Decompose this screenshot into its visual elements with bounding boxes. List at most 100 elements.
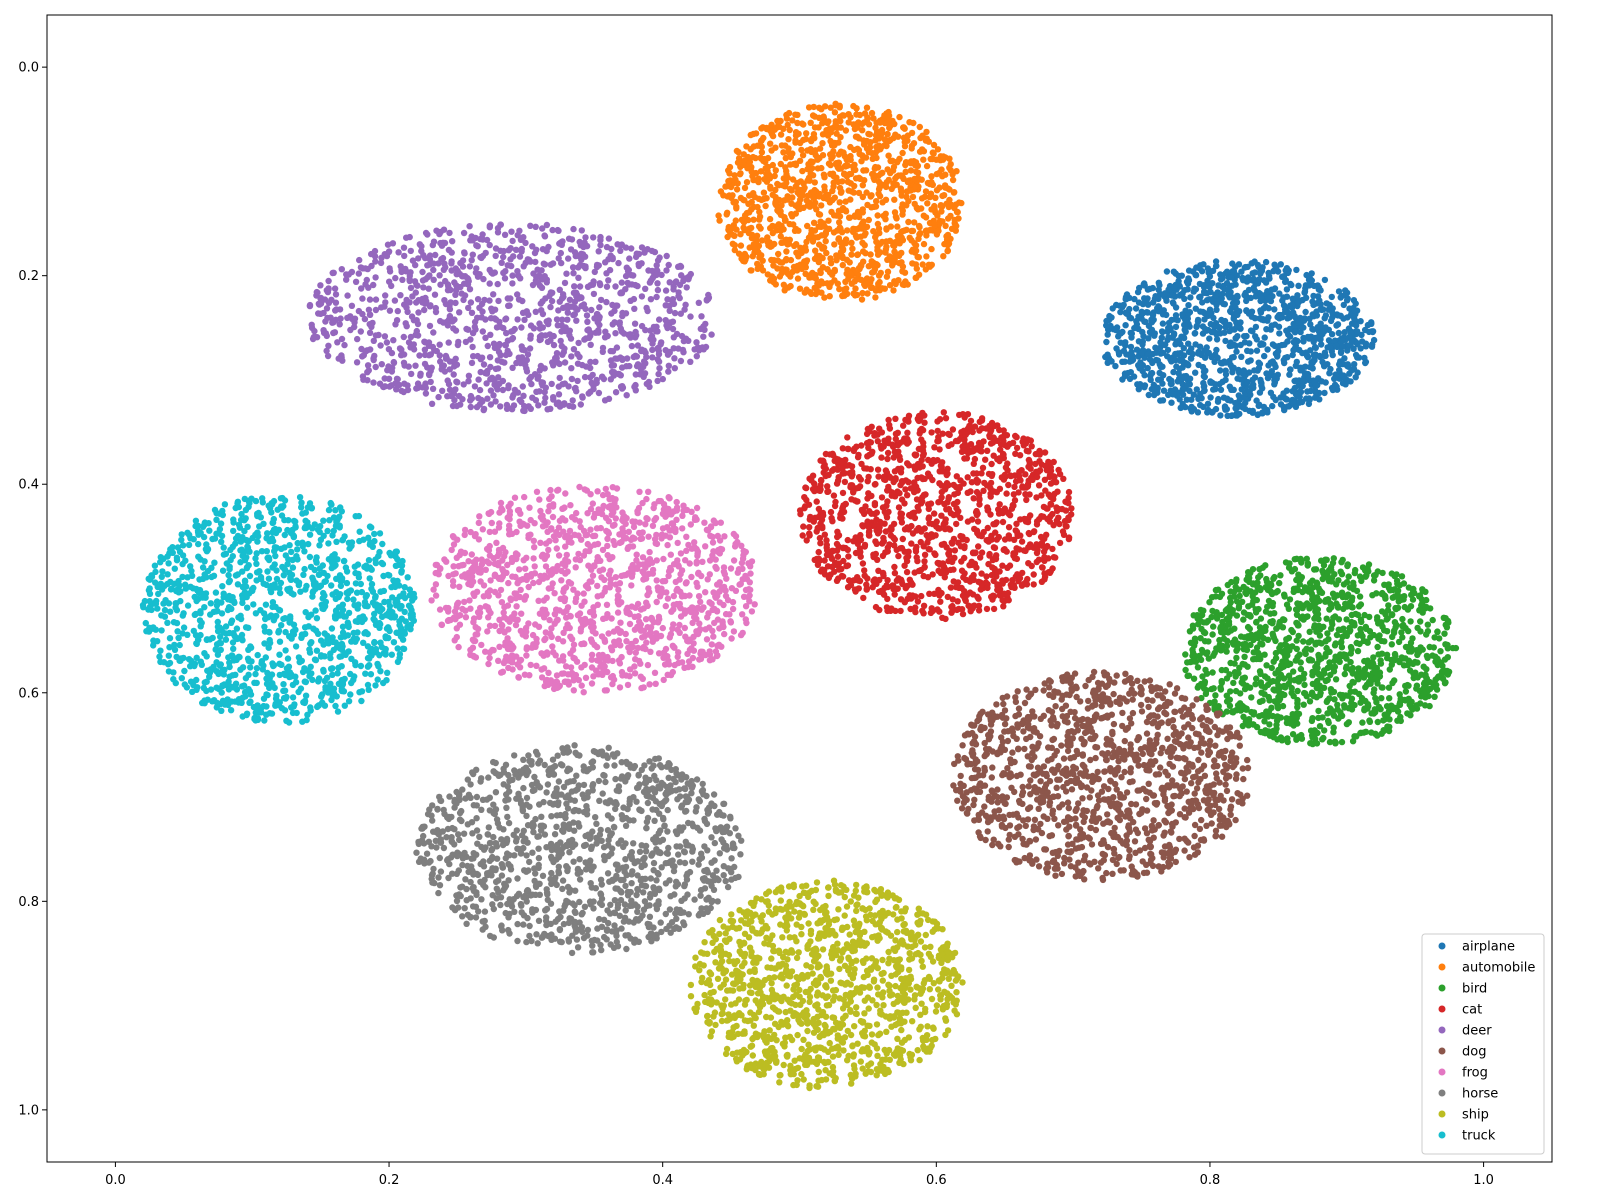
point-cat [912,604,919,611]
point-airplane [1314,324,1322,331]
point-airplane [1121,358,1129,365]
point-automobile [891,196,898,203]
point-airplane [1121,372,1129,380]
point-airplane [1179,391,1187,398]
point-airplane [1299,382,1306,390]
point-airplane [1186,375,1194,382]
point-automobile [760,157,767,164]
point-cat [890,582,897,590]
point-cat [990,605,998,613]
point-automobile [811,255,819,262]
point-cat [904,492,911,499]
point-bird [1434,655,1441,662]
point-bird [1423,631,1430,638]
point-automobile [741,184,749,192]
point-bird [1284,738,1291,746]
point-automobile [938,208,945,215]
point-cat [811,480,818,487]
point-cat [976,418,983,425]
point-automobile [768,256,775,264]
point-airplane [1163,311,1170,319]
point-automobile [862,154,870,161]
point-cat [884,487,891,494]
point-cat [936,480,943,487]
point-bird [1418,646,1426,653]
point-bird [1309,715,1316,722]
point-bird [1442,679,1449,686]
point-automobile [905,197,912,205]
point-bird [1402,624,1409,632]
point-airplane [1192,286,1200,293]
point-airplane [1342,287,1349,294]
point-automobile [725,177,732,185]
point-cat [991,544,999,552]
point-airplane [1245,286,1253,294]
point-airplane [1280,273,1288,280]
point-automobile [858,296,866,303]
point-bird [1256,668,1264,675]
point-airplane [1181,326,1188,333]
point-bird [1217,686,1225,693]
point-airplane [1185,302,1192,309]
point-bird [1360,729,1368,736]
point-automobile [732,176,739,183]
point-bird [1347,643,1355,651]
point-bird [1402,655,1409,662]
point-automobile [750,190,757,197]
point-airplane [1131,324,1138,332]
point-deer [341,341,348,349]
point-bird [1250,721,1257,728]
point-bird [1195,621,1202,628]
point-cat [871,500,879,507]
point-cat [1023,447,1030,454]
point-automobile [862,250,869,257]
point-bird [1349,670,1357,677]
point-bird [1195,682,1202,690]
point-airplane [1261,277,1268,284]
point-airplane [1243,297,1250,305]
point-airplane [1139,300,1147,308]
point-airplane [1291,346,1298,353]
point-cat [975,602,983,609]
point-bird [1407,639,1415,646]
point-cat [945,430,952,438]
point-cat [919,494,926,501]
point-airplane [1245,358,1252,365]
point-cat [938,494,945,501]
point-bird [1331,571,1338,578]
point-bird [1326,659,1333,666]
point-airplane [1249,376,1256,384]
point-cat [949,558,956,565]
point-cat [998,474,1005,481]
point-cat [925,456,932,464]
point-cat [815,548,822,556]
point-automobile [923,253,930,260]
point-cat [866,428,873,435]
point-cat [823,537,830,544]
point-automobile [748,168,755,175]
series-automobile [715,100,965,303]
point-automobile [898,188,905,195]
point-airplane [1188,396,1195,403]
point-deer [446,229,453,237]
point-automobile [893,181,900,188]
point-deer [655,358,663,365]
point-automobile [750,143,757,150]
point-automobile [892,213,900,220]
point-automobile [839,245,847,253]
point-bird [1353,639,1360,647]
point-airplane [1307,321,1314,328]
point-automobile [940,253,947,260]
point-airplane [1289,295,1296,302]
point-airplane [1269,341,1277,348]
point-airplane [1254,367,1261,374]
point-automobile [873,198,880,205]
point-airplane [1257,376,1264,384]
point-cat [1021,580,1028,587]
point-cat [884,577,891,584]
point-cat [839,505,846,512]
point-airplane [1342,292,1349,299]
point-cat [957,543,965,550]
point-automobile [876,193,884,200]
point-automobile [877,170,885,177]
